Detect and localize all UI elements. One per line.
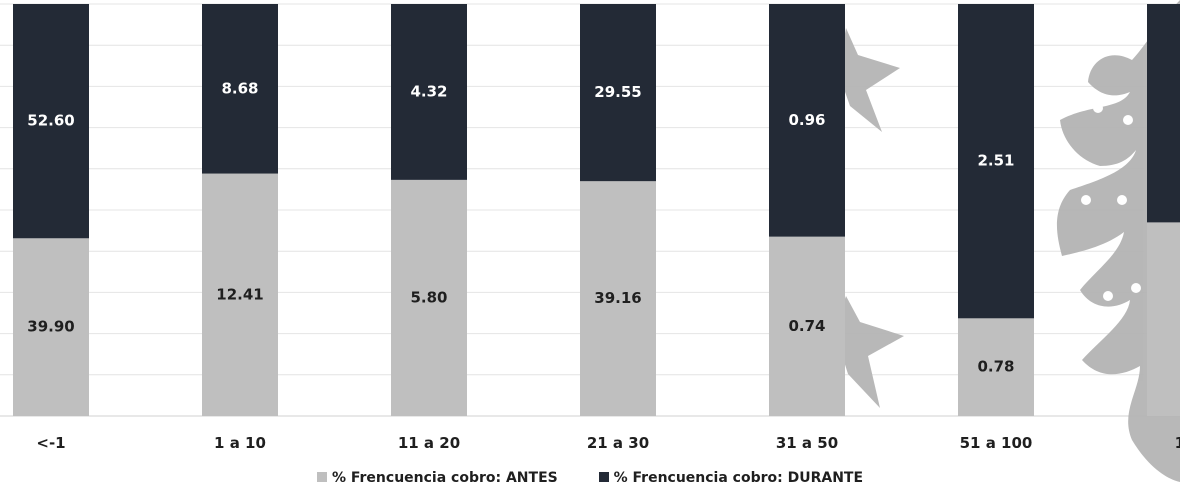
x-tick-label: 10 [1175,434,1180,452]
data-label-durante: 0.96 [788,111,825,129]
watermark-star-upper [838,28,900,132]
watermark-berry-6 [1131,283,1141,293]
legend-label-antes: % Frencuencia cobro: ANTES [331,470,558,486]
bar-antes [769,236,845,416]
watermark-berry-5 [1103,291,1113,301]
bar-durante [958,4,1034,319]
watermark-berry-2 [1123,115,1133,125]
data-label-durante: 2.51 [977,152,1014,170]
bar-antes [391,179,467,416]
watermark-star-lower [834,296,904,408]
data-label-durante: 4.32 [410,82,447,100]
data-label-durante: 52.60 [27,112,74,130]
legend-swatch-durante [598,472,609,482]
bar-antes [202,173,278,416]
data-label-antes: 39.90 [27,318,74,336]
bars [13,4,1180,416]
data-label-antes: 0.78 [977,358,1014,376]
bar-durante [202,4,278,174]
legend: % Frencuencia cobro: ANTES % Frencuencia… [0,470,1180,486]
x-axis-ticks: <-1 1 a 10 11 a 20 21 a 30 31 a 50 51 a 100 10 [36,434,1180,452]
bar-antes [1147,222,1180,416]
x-tick-label: 1 a 10 [214,434,266,452]
data-labels: 52.60 39.90 8.68 12.41 4.32 5.80 29.55 39.16 0.9… [27,79,1180,375]
bar-durante [580,4,656,182]
data-label-durante: 8.68 [221,79,258,97]
legend-item-durante: % Frencuencia cobro: DURANTE [598,470,864,486]
watermark-berry-3 [1081,195,1091,205]
watermark-berry-4 [1117,195,1127,205]
x-tick-label: <-1 [36,434,65,452]
bar-durante [1147,4,1180,223]
data-label-antes: 5.80 [410,288,447,306]
bar-antes [13,238,89,416]
x-tick-label: 11 a 20 [398,434,460,452]
data-label-antes: 39.16 [594,289,641,307]
bar-antes [958,318,1034,416]
data-label-antes: 12.41 [216,285,263,303]
data-label-durante: 29.55 [594,83,641,101]
legend-swatch-antes [316,472,327,482]
legend-item-antes: % Frencuencia cobro: ANTES [316,470,558,486]
x-tick-label: 51 a 100 [960,434,1033,452]
bar-durante [769,4,845,237]
x-tick-label: 21 a 30 [587,434,649,452]
bar-durante [13,4,89,239]
x-tick-label: 31 a 50 [776,434,838,452]
bar-durante [391,4,467,180]
watermark-berry-1 [1093,103,1103,113]
bar-antes [580,181,656,416]
data-label-antes: 0.74 [788,317,825,335]
legend-label-durante: % Frencuencia cobro: DURANTE [613,470,864,486]
